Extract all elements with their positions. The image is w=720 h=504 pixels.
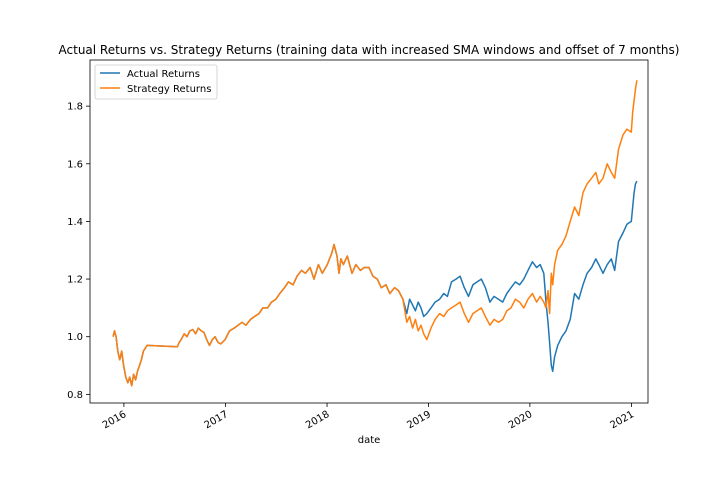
- x-tick-label: 2019: [405, 409, 433, 431]
- x-axis-label: date: [358, 435, 381, 446]
- x-tick-label: 2020: [507, 409, 535, 431]
- legend-label-strategy-returns: Strategy Returns: [127, 84, 211, 95]
- legend-box: [94, 64, 218, 100]
- y-tick-label: 1.0: [67, 332, 83, 343]
- y-tick-label: 1.8: [67, 102, 83, 113]
- x-tick-label: 2021: [609, 409, 637, 431]
- legend: Actual Returns Strategy Returns: [94, 64, 218, 100]
- x-tick-label: 2016: [101, 409, 129, 431]
- series-line-actual-returns: [112, 180, 638, 387]
- y-tick-label: 1.4: [67, 217, 83, 228]
- chart-title: Actual Returns vs. Strategy Returns (tra…: [59, 43, 680, 57]
- y-tick-label: 1.6: [67, 159, 83, 170]
- y-tick-label: 0.8: [67, 390, 83, 401]
- plot-area-frame: [89, 59, 649, 404]
- x-axis: 2016 2017 2018 2019 2020 2021: [101, 403, 636, 431]
- x-tick-label: 2017: [203, 409, 231, 431]
- y-tick-label: 1.2: [67, 275, 83, 286]
- series-lines: [112, 80, 638, 387]
- x-tick-label: 2018: [304, 409, 332, 431]
- legend-label-actual-returns: Actual Returns: [127, 69, 200, 80]
- series-line-strategy-returns: [112, 80, 638, 387]
- y-axis: 0.8 1.0 1.2 1.4 1.6 1.8: [67, 102, 90, 401]
